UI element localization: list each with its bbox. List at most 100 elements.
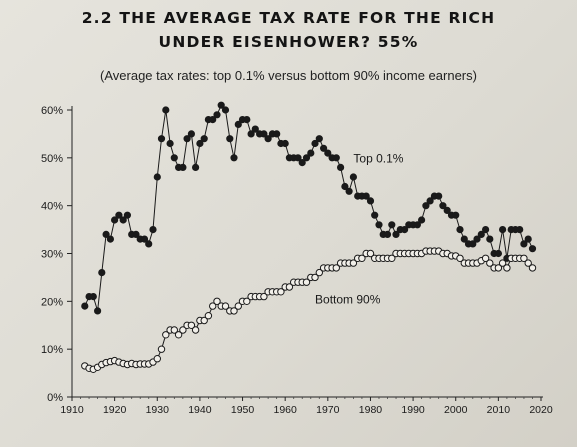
data-point-bottom-90 [174,331,183,339]
x-tick-label: 2010 [487,404,511,416]
data-point-top-0-1 [341,182,349,191]
data-point-top-0-1 [498,226,507,234]
y-tick-label: 10% [41,344,63,356]
data-point-top-0-1 [366,197,375,205]
data-point-bottom-90 [285,283,294,291]
data-point-top-0-1 [319,144,328,152]
data-point-top-0-1 [388,221,396,229]
x-tick-label: 1960 [274,404,298,416]
y-tick-label: 20% [41,296,63,308]
data-point-top-0-1 [145,240,153,248]
data-point-bottom-90 [366,249,375,258]
data-point-bottom-90 [528,264,537,272]
data-point-bottom-90 [209,302,217,310]
data-point-bottom-90 [481,254,490,262]
data-point-top-0-1 [179,163,187,171]
chart-subtitle: (Average tax rates: top 0.1% versus bott… [100,68,477,83]
data-point-top-0-1 [443,206,451,214]
data-point-top-0-1 [213,111,221,119]
data-point-bottom-90 [153,355,162,363]
data-point-top-0-1 [153,173,161,181]
data-point-bottom-90 [277,288,285,296]
data-point-top-0-1 [375,221,383,229]
data-point-top-0-1 [170,154,178,162]
x-tick-label: 1980 [359,404,383,416]
data-point-top-0-1 [273,130,281,138]
data-point-top-0-1 [417,216,426,224]
series-points [81,101,537,373]
data-point-bottom-90 [315,268,323,277]
data-point-top-0-1 [157,135,166,143]
data-point-bottom-90 [191,326,200,334]
data-point-bottom-90 [358,254,366,262]
data-point-bottom-90 [498,259,507,267]
data-point-top-0-1 [332,154,340,162]
data-point-top-0-1 [413,221,421,229]
data-point-top-0-1 [132,230,140,238]
data-point-bottom-90 [302,278,311,286]
data-point-top-0-1 [422,202,430,210]
data-point-top-0-1 [439,202,447,210]
data-point-top-0-1 [89,292,97,301]
data-point-bottom-90 [311,273,319,282]
data-point-top-0-1 [196,139,204,148]
data-point-top-0-1 [183,135,191,143]
data-point-top-0-1 [166,139,174,148]
x-tick-label: 1940 [188,404,212,416]
data-point-top-0-1 [345,187,353,195]
data-point-top-0-1 [243,116,251,124]
data-point-top-0-1 [469,240,477,248]
data-point-top-0-1 [307,149,315,157]
data-point-top-0-1 [192,163,200,171]
data-point-top-0-1 [294,154,302,162]
data-point-top-0-1 [247,130,255,138]
data-point-top-0-1 [217,101,225,109]
data-point-bottom-90 [204,312,213,320]
data-point-bottom-90 [520,254,528,262]
x-tick-label: 1990 [401,404,425,416]
data-point-bottom-90 [456,254,464,262]
data-point-bottom-90 [332,264,340,272]
data-point-top-0-1 [524,235,532,243]
data-point-top-0-1 [311,139,319,148]
data-point-top-0-1 [481,226,490,234]
data-point-top-0-1 [162,106,170,114]
data-point-top-0-1 [234,120,242,129]
data-point-top-0-1 [528,245,537,253]
data-point-top-0-1 [281,139,289,148]
data-point-top-0-1 [119,216,127,224]
data-point-bottom-90 [221,302,230,310]
data-point-top-0-1 [520,240,528,248]
data-point-bottom-90 [349,259,358,267]
x-tick-label: 1920 [103,404,127,416]
series-annotation-label: Bottom 90% [315,293,381,307]
data-point-top-0-1 [400,226,409,234]
data-point-bottom-90 [157,345,166,353]
x-tick-label: 2000 [444,404,468,416]
data-point-top-0-1 [435,192,443,200]
data-point-top-0-1 [516,226,524,234]
data-point-top-0-1 [452,211,460,219]
x-tick-label: 1930 [146,404,170,416]
chart-axes: 0% 10% 20% 30% 40% 50% 60% 1910 1920 1930 1940 1950… [41,105,553,416]
data-point-bottom-90 [503,264,511,272]
chart-annotations: Top 0.1% Bottom 90% [315,152,404,307]
x-tick-label: 1910 [60,404,84,416]
data-point-top-0-1 [315,135,323,143]
data-point-top-0-1 [140,235,149,243]
series-annotation-label: Top 0.1% [353,152,403,166]
data-point-top-0-1 [102,230,110,238]
data-point-top-0-1 [383,230,392,238]
data-point-top-0-1 [200,135,208,143]
data-point-bottom-90 [260,292,268,301]
data-point-bottom-90 [243,297,251,305]
data-point-top-0-1 [251,125,259,133]
data-point-top-0-1 [362,192,370,200]
y-tick-label: 50% [41,153,63,165]
data-point-top-0-1 [221,106,230,114]
data-point-bottom-90 [388,254,396,262]
series-line-bottom-90 [84,250,533,370]
data-point-top-0-1 [98,268,106,277]
data-point-top-0-1 [115,211,123,219]
